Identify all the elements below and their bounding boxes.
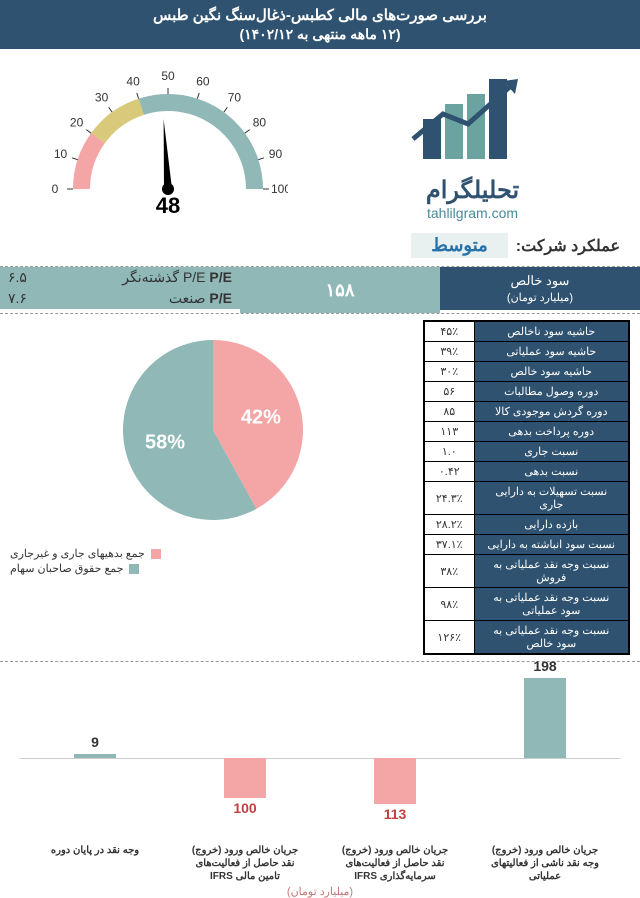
metric-row: نسبت بدهی۰.۴۲: [424, 462, 629, 482]
bar-label: جریان خالص ورود (خروج) وجه نقد ناشی از ف…: [485, 844, 605, 883]
metric-row: نسبت وجه نقد عملیاتی به سود خالص۱۲۶٪: [424, 621, 629, 655]
gauge-block: 0 10 20 30 40 50 60 70 80 90 100 48: [20, 59, 315, 221]
stats-row: سود خالص (میلیارد تومان) ۱۵۸ P/E P/E گذش…: [0, 266, 640, 314]
svg-text:40: 40: [126, 75, 140, 89]
metric-row: نسبت سود انباشته به دارایی۳۷.۱٪: [424, 535, 629, 555]
logo-url: tahlilgram.com: [325, 205, 620, 221]
pie-block: 42% 58% جمع بدهیهای جاری و غیرجاری جمع حقو…: [10, 320, 415, 655]
gauge-chart: 0 10 20 30 40 50 60 70 80 90 100 48: [48, 59, 288, 219]
bar-item: 198: [485, 670, 605, 840]
profit-value: ۱۵۸: [240, 267, 440, 313]
svg-text:0: 0: [51, 182, 58, 196]
header-title: بررسی صورت‌های مالی کطبس-ذغال‌سنگ نگین ط…: [0, 6, 640, 24]
bar-item: 113: [335, 670, 455, 840]
logo-block: تحلیلگرام tahlilgram.com: [325, 59, 620, 221]
svg-text:42%: 42%: [240, 407, 280, 429]
performance-label: عملکرد شرکت:: [516, 236, 620, 256]
performance-value: متوسط: [411, 233, 508, 258]
bar-item: 9: [35, 670, 155, 840]
bar-axis-label: (میلیارد تومان): [20, 885, 620, 898]
svg-text:80: 80: [252, 116, 266, 130]
legend-item: جمع بدهیهای جاری و غیرجاری: [10, 547, 385, 560]
bar-label: جریان خالص ورود (خروج) نقد حاصل از فعالی…: [185, 844, 305, 883]
mid-section: حاشیه سود ناخالص۴۵٪حاشیه سود عملیاتی۳۹٪ح…: [0, 314, 640, 662]
bar-label: جریان خالص ورود (خروج) نقد حاصل از فعالی…: [335, 844, 455, 883]
header: بررسی صورت‌های مالی کطبس-ذغال‌سنگ نگین ط…: [0, 0, 640, 51]
logo-text: تحلیلگرام: [325, 176, 620, 205]
bar-item: 100: [185, 670, 305, 840]
metric-row: حاشیه سود ناخالص۴۵٪: [424, 321, 629, 342]
metric-row: دوره وصول مطالبات۵۶: [424, 382, 629, 402]
svg-text:48: 48: [155, 193, 179, 218]
legend-item: جمع حقوق صاحبان سهام: [10, 562, 385, 575]
pe-trailing: P/E P/E گذشته‌نگر ۶.۵: [0, 267, 240, 288]
metric-row: نسبت تسهیلات به دارایی جاری۲۴.۳٪: [424, 482, 629, 515]
metric-row: دوره پرداخت بدهی۱۱۳: [424, 422, 629, 442]
metric-row: بازده دارایی۲۸.۲٪: [424, 515, 629, 535]
metric-row: نسبت وجه نقد عملیاتی به سود عملیاتی۹۸٪: [424, 588, 629, 621]
pe-industry: P/E صنعت ۷.۶: [0, 288, 240, 309]
metric-row: حاشیه سود عملیاتی۳۹٪: [424, 342, 629, 362]
metrics-table: حاشیه سود ناخالص۴۵٪حاشیه سود عملیاتی۳۹٪ح…: [423, 320, 630, 655]
bar-label: وجه نقد در پایان دوره: [35, 844, 155, 883]
top-section: 0 10 20 30 40 50 60 70 80 90 100 48 تحلیلگرام tahli…: [0, 51, 640, 229]
svg-text:70: 70: [227, 91, 241, 105]
header-subtitle: (۱۲ ماهه منتهی به ۱۴۰۲/۱۲): [0, 26, 640, 43]
svg-text:100: 100: [270, 182, 287, 196]
svg-text:58%: 58%: [145, 431, 185, 453]
bar-section: 1981131009 جریان خالص ورود (خروج) وجه نق…: [0, 662, 640, 898]
profit-label: سود خالص (میلیارد تومان): [440, 267, 640, 310]
svg-text:90: 90: [268, 147, 282, 161]
pie-legend: جمع بدهیهای جاری و غیرجاری جمع حقوق صاحبا…: [10, 547, 415, 575]
metric-row: حاشیه سود خالص۳۰٪: [424, 362, 629, 382]
logo-icon: [393, 69, 553, 169]
metric-row: نسبت جاری۱.۰: [424, 442, 629, 462]
metric-row: نسبت وجه نقد عملیاتی به فروش۳۸٪: [424, 555, 629, 588]
metric-row: دوره گردش موجودی کالا۸۵: [424, 402, 629, 422]
svg-text:50: 50: [161, 69, 175, 83]
performance-row: عملکرد شرکت: متوسط: [0, 229, 640, 266]
bar-chart: 1981131009: [20, 670, 620, 840]
svg-text:20: 20: [69, 116, 83, 130]
pie-chart: 42% 58%: [83, 320, 343, 540]
svg-text:10: 10: [53, 147, 67, 161]
svg-text:60: 60: [196, 75, 210, 89]
svg-text:30: 30: [94, 91, 108, 105]
